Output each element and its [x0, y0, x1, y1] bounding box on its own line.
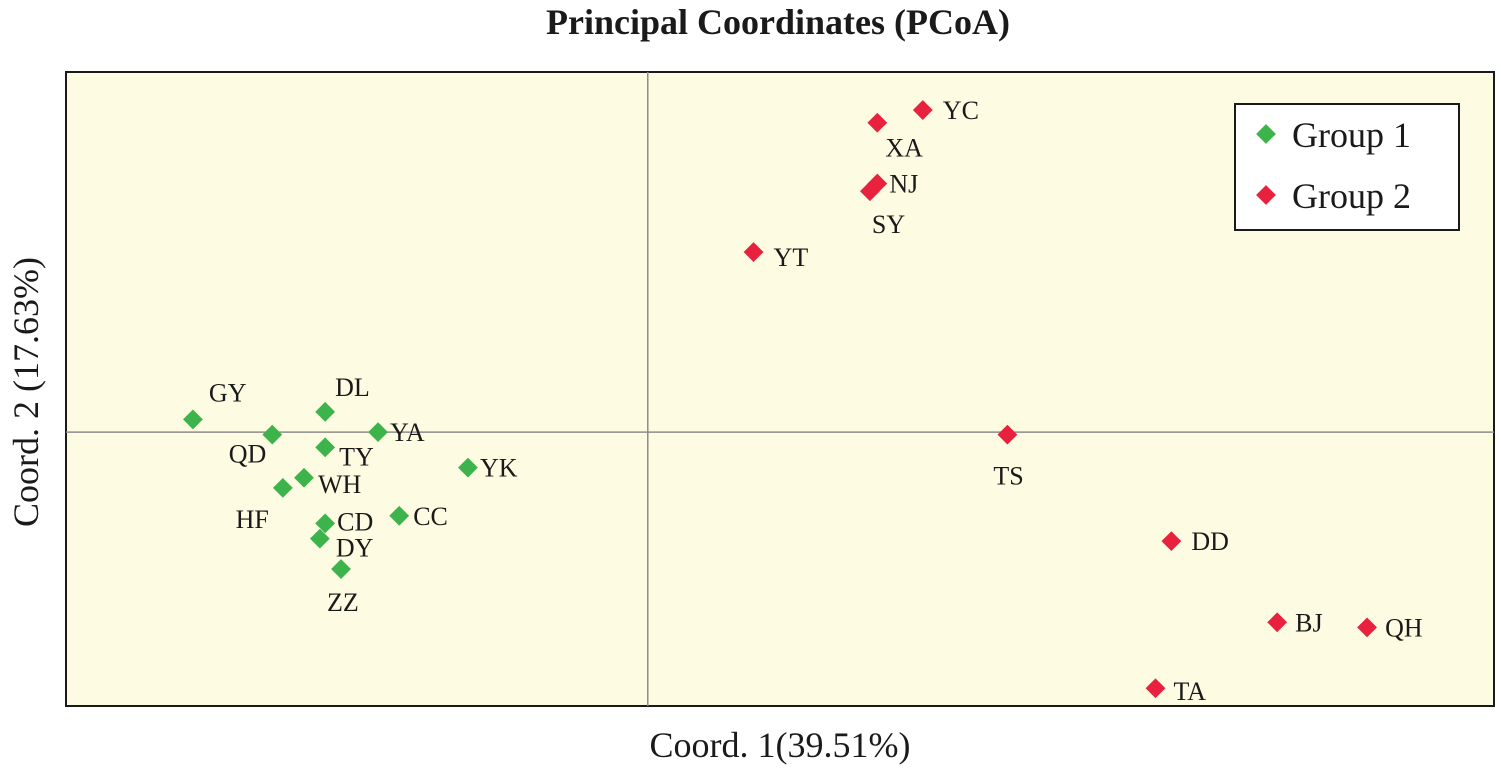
point-label-nj: NJ [889, 170, 918, 199]
legend-label-group-1: Group 1 [1292, 115, 1411, 155]
point-marker-cc [389, 505, 410, 526]
point-marker-gy [183, 409, 203, 430]
point-marker-hf [272, 478, 293, 498]
legend-box [1234, 103, 1460, 231]
point-label-dy: DY [336, 534, 374, 563]
point-label-ts: TS [993, 462, 1023, 491]
point-label-ta: TA [1174, 677, 1207, 706]
legend: Group 1 Group 2 [1234, 103, 1460, 231]
point-marker-ta [1145, 678, 1166, 699]
point-marker-dl [315, 401, 336, 422]
point-label-xa: XA [885, 134, 923, 163]
point-marker-ty [315, 437, 336, 458]
point-marker-dd [1161, 531, 1182, 552]
point-label-yc: YC [943, 96, 979, 125]
point-label-ya: YA [390, 418, 425, 447]
point-label-qh: QH [1385, 613, 1423, 642]
legend-label-group-2: Group 2 [1292, 176, 1411, 216]
point-label-qd: QD [229, 440, 267, 469]
point-label-dl: DL [335, 373, 370, 402]
chart-title: Principal Coordinates (PCoA) [546, 2, 1010, 42]
point-marker-bj [1267, 612, 1288, 633]
point-label-sy: SY [872, 210, 905, 239]
point-label-bj: BJ [1295, 608, 1322, 637]
point-label-cc: CC [413, 502, 448, 531]
point-marker-ya [368, 422, 388, 443]
zero-lines [66, 72, 1494, 706]
point-label-cd: CD [337, 507, 373, 536]
point-marker-dy [309, 528, 330, 549]
point-marker-qh [1357, 617, 1377, 638]
point-label-hf: HF [236, 505, 269, 534]
point-label-zz: ZZ [327, 588, 359, 617]
legend-marker-group-2 [1256, 185, 1276, 205]
y-axis-title: Coord. 2 (17.63%) [6, 257, 46, 527]
point-label-gy: GY [209, 378, 247, 407]
x-axis-title: Coord. 1(39.51%) [650, 725, 911, 765]
point-marker-wh [294, 467, 314, 488]
point-marker-zz [331, 559, 351, 579]
point-label-wh: WH [318, 470, 362, 499]
point-label-yt: YT [774, 243, 809, 272]
point-label-dd: DD [1191, 527, 1229, 556]
point-marker-yk [458, 457, 478, 478]
point-marker-cd [315, 513, 336, 534]
point-label-ty: TY [339, 442, 374, 471]
point-marker-ts [997, 424, 1018, 445]
legend-marker-group-1 [1256, 124, 1276, 144]
point-marker-qd [262, 424, 283, 445]
point-label-yk: YK [480, 454, 518, 483]
